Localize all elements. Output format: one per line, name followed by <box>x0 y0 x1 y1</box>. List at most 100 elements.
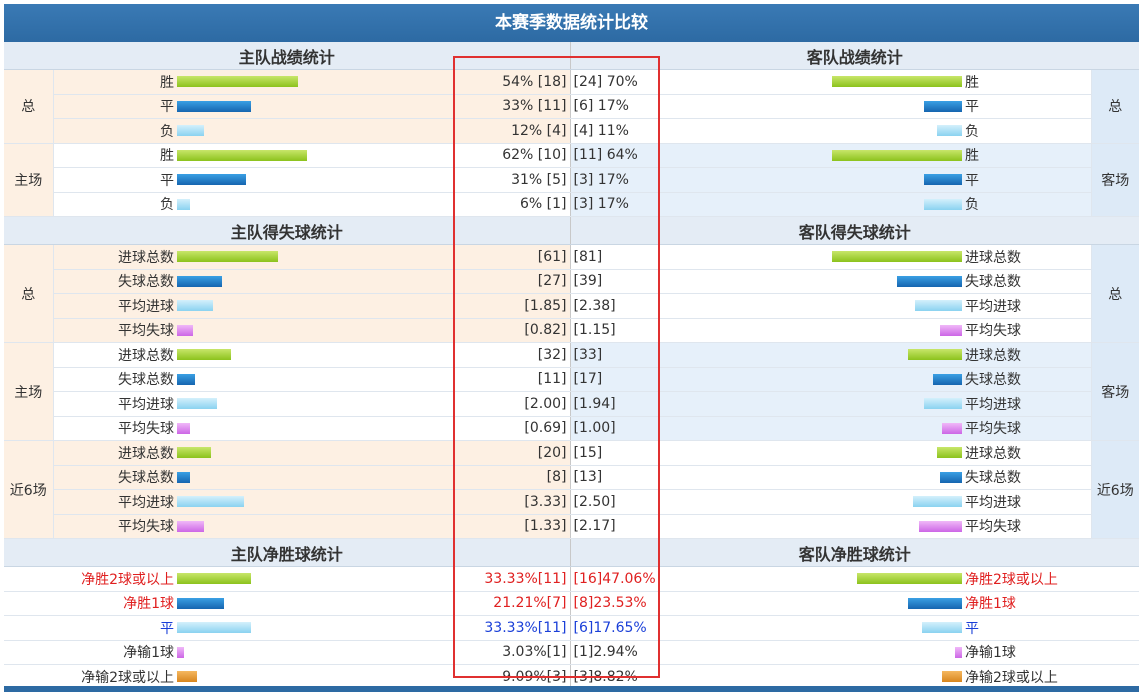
away-row-label: 进球总数 <box>962 244 1092 270</box>
away-bar <box>955 646 963 658</box>
away-bar <box>857 573 963 585</box>
home-bar <box>177 373 195 385</box>
home-value: [8] <box>349 465 571 490</box>
away-bar-cell <box>791 167 963 193</box>
home-row-label: 平均进球 <box>53 489 177 515</box>
home-row-label: 负 <box>53 192 177 217</box>
away-bar <box>937 447 963 459</box>
home-row-label: 失球总数 <box>53 269 177 294</box>
home-bar-cell <box>177 318 349 343</box>
stat-row: 负 12% [4] [4] 11% 负 <box>4 118 1139 144</box>
away-bar-cell <box>791 615 963 641</box>
home-value: [3.33] <box>349 489 571 515</box>
stat-row: 平均失球 [0.82] [1.15] 平均失球 <box>4 318 1139 343</box>
home-row-label: 净输1球 <box>4 640 177 665</box>
away-group-label: 总 <box>1090 244 1140 343</box>
stat-row: 失球总数 [8] [13] 失球总数 <box>4 465 1139 490</box>
away-value: [1.15] <box>570 318 792 343</box>
section-header: 主队得失球统计 客队得失球统计 <box>4 216 1140 245</box>
away-bar-cell <box>791 269 963 294</box>
away-row-label: 负 <box>962 118 1092 144</box>
home-row-label: 平均失球 <box>53 416 177 441</box>
away-row-label: 净输1球 <box>962 640 1140 665</box>
away-row-label: 平均失球 <box>962 318 1092 343</box>
away-value: [1]2.94% <box>570 640 792 665</box>
home-value: 6% [1] <box>349 192 571 217</box>
away-bar-cell <box>791 192 963 217</box>
away-section-title: 客队得失球统计 <box>570 216 1140 245</box>
home-bar-cell <box>177 391 349 417</box>
home-section-title: 主队得失球统计 <box>4 216 571 245</box>
away-value: [6]17.65% <box>570 615 792 641</box>
away-bar-cell <box>791 391 963 417</box>
stat-row: 失球总数 [27] [39] 失球总数 <box>4 269 1139 294</box>
away-value: [1.94] <box>570 391 792 417</box>
home-group-label: 总 <box>4 69 54 144</box>
home-value: [20] <box>349 440 571 466</box>
home-row-label: 平 <box>4 615 177 641</box>
stat-row: 失球总数 [11] [17] 失球总数 <box>4 367 1139 392</box>
home-group-label: 主场 <box>4 143 54 217</box>
away-bar-cell <box>791 664 963 690</box>
away-bar <box>924 100 963 112</box>
home-value: [27] <box>349 269 571 294</box>
net-row: 平 33.33%[11] [6]17.65% 平 <box>4 615 1140 641</box>
away-bar <box>832 251 963 263</box>
away-bar <box>897 275 963 287</box>
home-bar-cell <box>177 342 349 368</box>
home-section-title: 主队净胜球统计 <box>4 538 571 567</box>
home-bar-cell <box>177 244 349 270</box>
section-header: 主队战绩统计 客队战绩统计 <box>4 42 1140 70</box>
home-value: [11] <box>349 367 571 392</box>
away-bar-cell <box>791 489 963 515</box>
away-bar-cell <box>791 244 963 270</box>
away-row-label: 平均失球 <box>962 416 1092 441</box>
home-row-label: 进球总数 <box>53 342 177 368</box>
away-bar <box>924 398 963 410</box>
home-row-label: 失球总数 <box>53 465 177 490</box>
home-bar <box>177 471 190 483</box>
home-bar <box>177 646 184 658</box>
away-value: [3] 17% <box>570 192 792 217</box>
away-bar-cell <box>791 640 963 665</box>
away-value: [6] 17% <box>570 94 792 119</box>
home-bar <box>177 251 278 263</box>
away-value: [15] <box>570 440 792 466</box>
home-bar-cell <box>177 143 349 168</box>
section-header: 主队净胜球统计 客队净胜球统计 <box>4 538 1140 567</box>
away-bar <box>922 622 963 634</box>
away-bar-cell <box>791 69 963 95</box>
away-bar <box>908 349 963 361</box>
away-value: [24] 70% <box>570 69 792 95</box>
home-row-label: 净输2球或以上 <box>4 664 177 690</box>
away-bar-cell <box>791 293 963 319</box>
home-value: 21.21%[7] <box>349 591 571 616</box>
home-bar <box>177 275 222 287</box>
away-bar <box>940 471 963 483</box>
away-row-label: 胜 <box>962 69 1092 95</box>
home-bar-cell <box>177 416 349 441</box>
home-row-label: 平均失球 <box>53 514 177 539</box>
home-value: [0.69] <box>349 416 571 441</box>
away-bar-cell <box>791 591 963 616</box>
away-bar-cell <box>791 318 963 343</box>
stat-row: 平均进球 [1.85] [2.38] 平均进球 <box>4 293 1139 319</box>
away-row-label: 失球总数 <box>962 269 1092 294</box>
home-bar <box>177 198 190 210</box>
stat-row: 平 33% [11] [6] 17% 平 <box>4 94 1139 119</box>
home-bar-cell <box>177 514 349 539</box>
away-bar <box>940 324 963 336</box>
home-value: 62% [10] <box>349 143 571 168</box>
net-row: 净胜2球或以上 33.33%[11] [16]47.06% 净胜2球或以上 <box>4 566 1140 592</box>
away-bar <box>942 422 963 434</box>
away-bar-cell <box>791 514 963 539</box>
home-row-label: 胜 <box>53 69 177 95</box>
home-bar-cell <box>177 591 349 616</box>
home-bar <box>177 622 251 634</box>
home-value: [1.85] <box>349 293 571 319</box>
home-row-label: 平均进球 <box>53 293 177 319</box>
away-value: [1.00] <box>570 416 792 441</box>
away-value: [11] 64% <box>570 143 792 168</box>
home-row-label: 平 <box>53 94 177 119</box>
away-value: [2.17] <box>570 514 792 539</box>
